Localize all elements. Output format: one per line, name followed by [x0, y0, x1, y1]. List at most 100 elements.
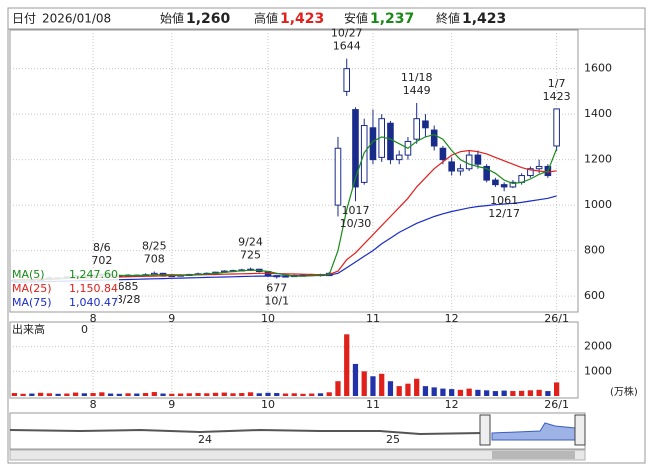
- volume-bar: [169, 393, 175, 396]
- y-tick-label: 1400: [584, 107, 612, 120]
- y-tick-label: 1200: [584, 153, 612, 166]
- volume-bar: [239, 393, 245, 396]
- y-tick-label: 1600: [584, 62, 612, 75]
- volume-bar: [344, 334, 350, 396]
- annotation-date: 8/28: [116, 293, 141, 306]
- volume-panel: [9, 321, 579, 399]
- annotation-date: 10/27: [331, 27, 363, 40]
- annotation-date: 11/18: [401, 71, 433, 84]
- candle-body: [527, 168, 534, 177]
- volume-bar: [186, 393, 192, 396]
- legend-name: MA(75): [12, 296, 52, 309]
- candle-body: [395, 154, 403, 161]
- volume-bar: [72, 392, 79, 396]
- x-tick-label: 10: [261, 398, 275, 411]
- volume-bar: [457, 389, 464, 396]
- volume-bar: [29, 393, 35, 396]
- volume-bar: [134, 393, 140, 396]
- volume-bar: [55, 393, 61, 396]
- volume-bar: [326, 392, 332, 396]
- scrollbar-thumb[interactable]: [492, 451, 575, 459]
- x-tick-label: 8: [90, 312, 97, 325]
- candle-body: [439, 147, 447, 161]
- volume-bar: [484, 390, 490, 396]
- x-tick-label: 26/1: [544, 312, 569, 325]
- navigator-label: 24: [198, 433, 212, 446]
- volume-bar: [379, 373, 385, 396]
- scrollbar[interactable]: [9, 449, 586, 461]
- annotation-date: 1/7: [548, 77, 566, 90]
- volume-bar: [204, 393, 210, 396]
- annotation-price: 702: [91, 254, 112, 267]
- volume-bar: [177, 393, 184, 396]
- volume-bar: [405, 383, 411, 396]
- y-tick-label: 1000: [584, 198, 612, 211]
- volume-current: 0: [81, 323, 88, 336]
- price-panel: [9, 29, 579, 313]
- volume-bar: [431, 387, 437, 396]
- annotation-price: 677: [266, 282, 287, 295]
- navigator-handle-left[interactable]: [479, 414, 491, 446]
- annotation-date: 10/1: [264, 295, 289, 308]
- x-tick-label: 9: [168, 398, 175, 411]
- volume-bar: [449, 389, 455, 396]
- volume-bar: [274, 393, 280, 396]
- volume-bar: [212, 392, 219, 396]
- candle-body: [413, 118, 420, 140]
- field-value: 1,423: [462, 11, 506, 27]
- field-name: 高値: [254, 11, 278, 26]
- volume-bar: [440, 388, 446, 396]
- candle-body: [474, 154, 482, 165]
- volume-bar: [221, 392, 227, 396]
- y-tick-label: 600: [584, 289, 605, 302]
- candle-body: [387, 122, 394, 161]
- volume-bar: [256, 393, 262, 396]
- annotation-date: 8/6: [93, 241, 111, 254]
- candle-body: [457, 168, 464, 172]
- volume-bar: [361, 371, 367, 396]
- volume-bar: [11, 393, 17, 396]
- navigator: 24 25: [9, 412, 586, 461]
- navigator-line: [9, 428, 484, 436]
- y-tick-label: 2000: [584, 340, 612, 353]
- volume-bar: [107, 393, 114, 396]
- field-name: 始値: [160, 11, 184, 26]
- volume-bar: [519, 390, 525, 396]
- x-tick-label: 12: [445, 312, 459, 325]
- volume-bar: [352, 363, 359, 396]
- volume-bar: [510, 391, 516, 396]
- field-name: 安値: [344, 11, 368, 26]
- legend-name: MA(5): [12, 268, 45, 281]
- annotation-price: 1423: [543, 90, 571, 103]
- volume-bar: [414, 378, 420, 396]
- annotation-price: 1061: [490, 194, 518, 207]
- annotation-date: 9/24: [238, 236, 263, 249]
- volume-bar: [99, 392, 105, 396]
- candle-body: [448, 161, 455, 172]
- navigator-handle-right[interactable]: [574, 414, 586, 446]
- header: 日付 2026/01/08: [12, 12, 111, 26]
- volume-bar: [291, 393, 297, 396]
- window-frame: [7, 7, 646, 464]
- volume-bar: [265, 392, 271, 396]
- volume-bar: [37, 392, 44, 396]
- volume-bar: [46, 393, 52, 396]
- date: 2026/01/08: [42, 12, 111, 26]
- volume-bar: [387, 381, 394, 396]
- volume-bar: [125, 393, 131, 396]
- volume-bar: [422, 386, 429, 396]
- volume-bar: [247, 392, 254, 396]
- volume-bar: [309, 393, 315, 396]
- annotation-date: 8/25: [142, 240, 167, 253]
- volume-bar: [151, 392, 157, 396]
- y-tick-label: 1000: [584, 364, 612, 377]
- volume-bar: [282, 393, 289, 396]
- volume-bar: [370, 376, 376, 396]
- field-value: 1,237: [370, 11, 414, 27]
- x-tick-label: 10: [261, 312, 275, 325]
- candle-body: [352, 109, 359, 188]
- legend-value: 1,247.60: [69, 268, 118, 281]
- annotation-price: 1449: [403, 84, 431, 97]
- volume-bar: [90, 393, 96, 396]
- candle-body: [553, 108, 560, 147]
